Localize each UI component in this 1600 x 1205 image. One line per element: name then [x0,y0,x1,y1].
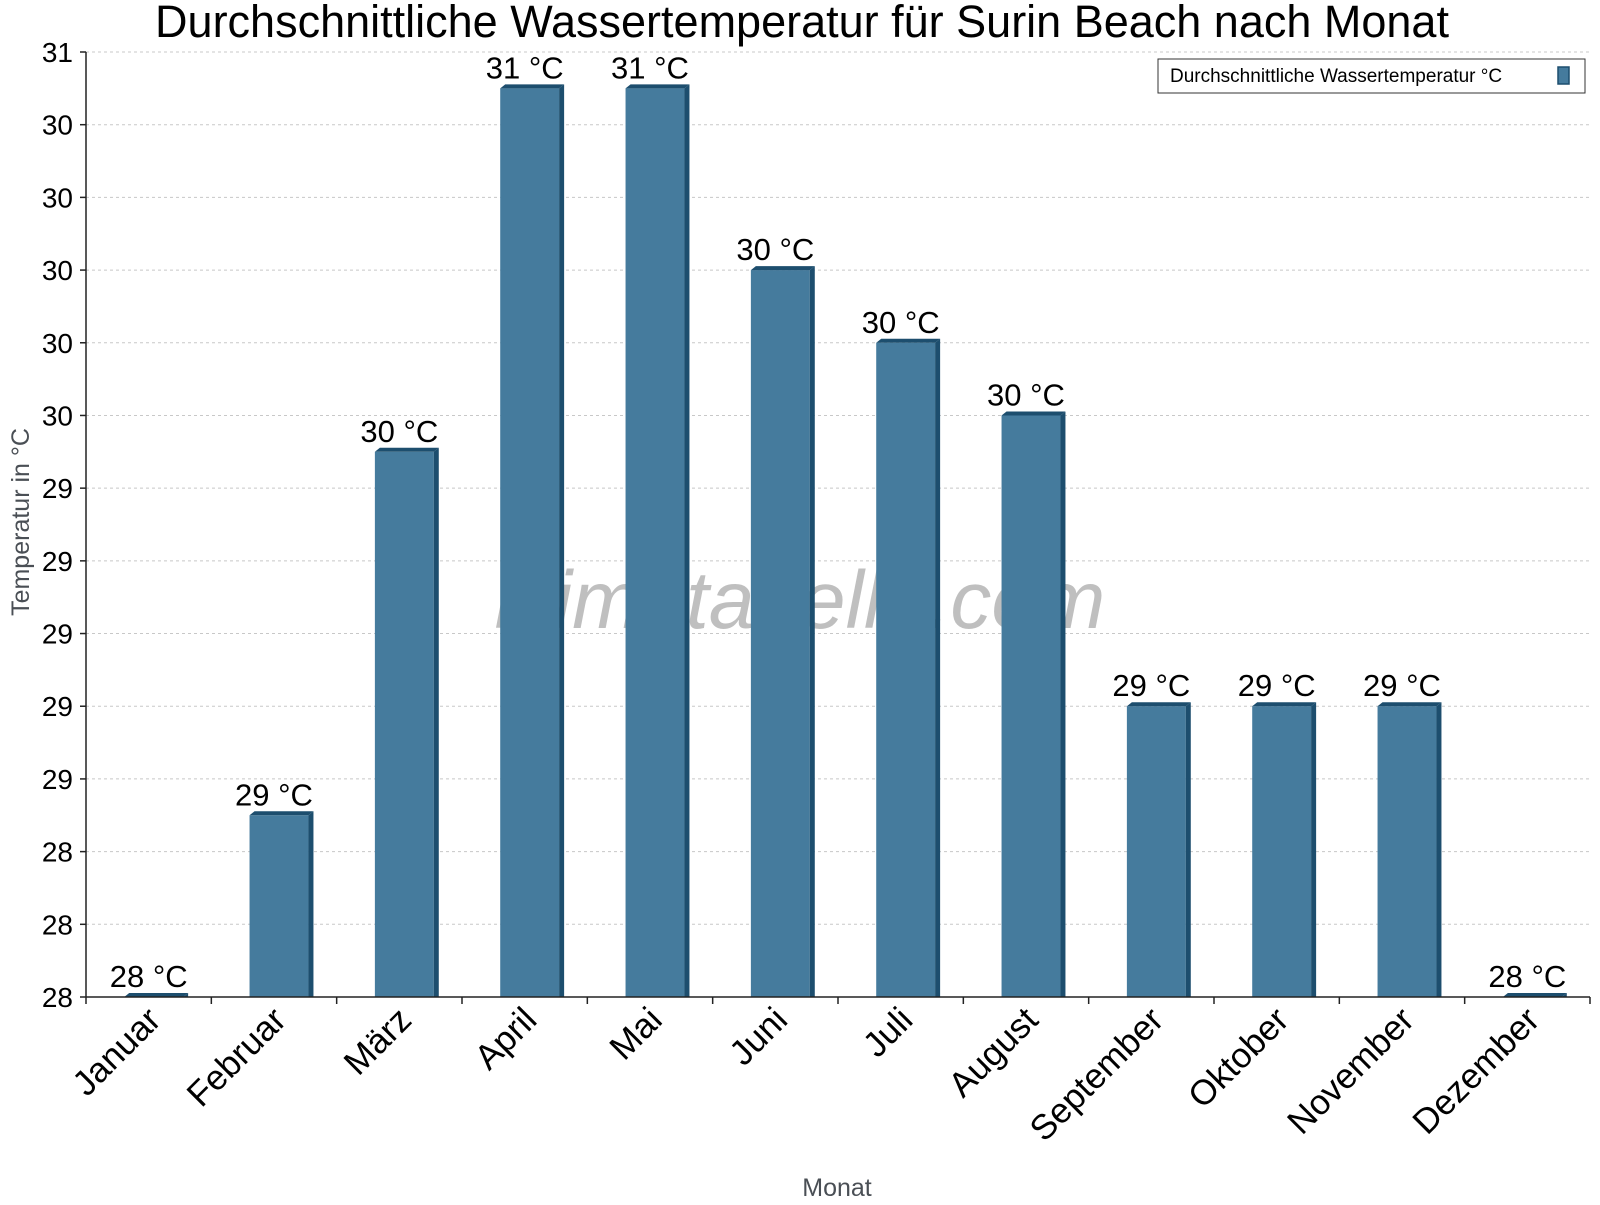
data-label: 30 °C [360,414,438,449]
bar-august [1001,411,1066,997]
y-axis-label: Temperatur in °C [7,428,35,616]
bars [124,84,1567,998]
x-tick-label: April [467,1000,544,1077]
data-label: 31 °C [611,50,689,85]
bar-november [1377,702,1442,997]
x-tick-label: Februar [179,1000,293,1114]
data-label: 30 °C [987,377,1065,412]
x-tick-label: März [336,1000,419,1083]
data-label: 28 °C [1488,959,1566,994]
x-tick-label: Juni [722,1000,795,1073]
bar-april [500,84,565,998]
bar-side [1311,702,1317,997]
data-label: 30 °C [736,232,814,267]
y-tick-label: 28 [42,982,73,1013]
bar-side [308,811,314,997]
bar-top [1252,702,1317,707]
data-label: 29 °C [1238,668,1316,703]
bar-juli [876,338,941,997]
x-tick-label: November [1280,1000,1422,1142]
data-label: 29 °C [235,777,313,812]
bar [1377,706,1437,997]
x-ticks: Januar Februar März April Mai Juni Juli AugustS… [65,997,1591,1149]
bar-side [935,338,941,997]
bar [249,815,309,997]
y-tick-label: 30 [42,110,73,141]
bar-top [1377,702,1442,707]
bar-top [500,84,565,89]
data-label: 28 °C [110,959,188,994]
x-tick-label: September [1022,1000,1171,1149]
y-tick-label: 30 [42,400,73,431]
bar [374,451,434,997]
bar-side [1436,702,1442,997]
y-tick-label: 28 [42,837,73,868]
bar-top [1502,993,1567,997]
y-tick-label: 30 [42,328,73,359]
data-label: 29 °C [1363,668,1441,703]
bar-top [1001,411,1066,416]
x-tick-label: Januar [65,1000,168,1103]
bar-side [1060,411,1066,997]
bar [1252,706,1312,997]
bar-september [1126,702,1191,997]
data-label: 31 °C [486,50,564,85]
bar-top [750,266,815,271]
bar-mai [625,84,690,998]
bar-side [809,266,815,998]
bar [500,88,560,998]
bar-oktober [1252,702,1317,997]
y-tick-label: 29 [42,691,73,722]
bar [625,88,685,998]
gridlines [86,51,1590,925]
x-axis-label: Monat [802,1174,872,1200]
bar-side [684,84,690,998]
y-tick-label: 30 [42,255,73,286]
x-tick-label: Dezember [1405,1000,1547,1142]
legend-box [1157,58,1586,94]
bar-side [433,447,439,997]
data-label: 30 °C [862,305,940,340]
chart-title: Durchschnittliche Wassertemperatur für S… [155,0,1449,47]
bar [750,270,810,998]
y-tick-label: 28 [42,909,73,940]
x-tick-label: Oktober [1181,1000,1297,1116]
bar-top [249,811,314,816]
bar-side [1185,702,1191,997]
y-tick-label: 29 [42,473,73,504]
legend-label: Durchschnittliche Wassertemperatur °C [1170,66,1502,87]
x-tick-label: August [941,1000,1046,1105]
x-tick-label: Juli [856,1000,921,1065]
bar-top [876,338,941,343]
bar [1126,706,1186,997]
bar-märz [374,447,439,997]
bar-top [374,447,439,452]
bar-top [1126,702,1191,707]
bar [876,342,936,997]
y-tick-label: 30 [42,182,73,213]
legend-swatch [1557,66,1570,85]
y-tick-label: 31 [42,37,73,68]
y-tick-label: 29 [42,619,73,650]
bar-februar [249,811,314,997]
bar-top [124,993,189,997]
bar-dezember [1502,993,1567,997]
bar-januar [124,993,189,997]
x-tick-label: Mai [602,1000,669,1067]
bar-top [625,84,690,89]
data-labels: 28 °C 29 °C 30 °C 31 °C 31 °C 30 °C 30 °C 30 °C… [110,50,1567,994]
bar-juni [750,266,815,998]
y-ticks: 28 28 28 29 29 29 29 29 30 30 30 30 30 31 [42,37,86,1013]
y-tick-label: 29 [42,764,73,795]
legend: Durchschnittliche Wassertemperatur °C [1157,58,1586,94]
bar-side [559,84,565,998]
bar [1001,415,1061,997]
y-tick-label: 29 [42,546,73,577]
data-label: 29 °C [1112,668,1190,703]
